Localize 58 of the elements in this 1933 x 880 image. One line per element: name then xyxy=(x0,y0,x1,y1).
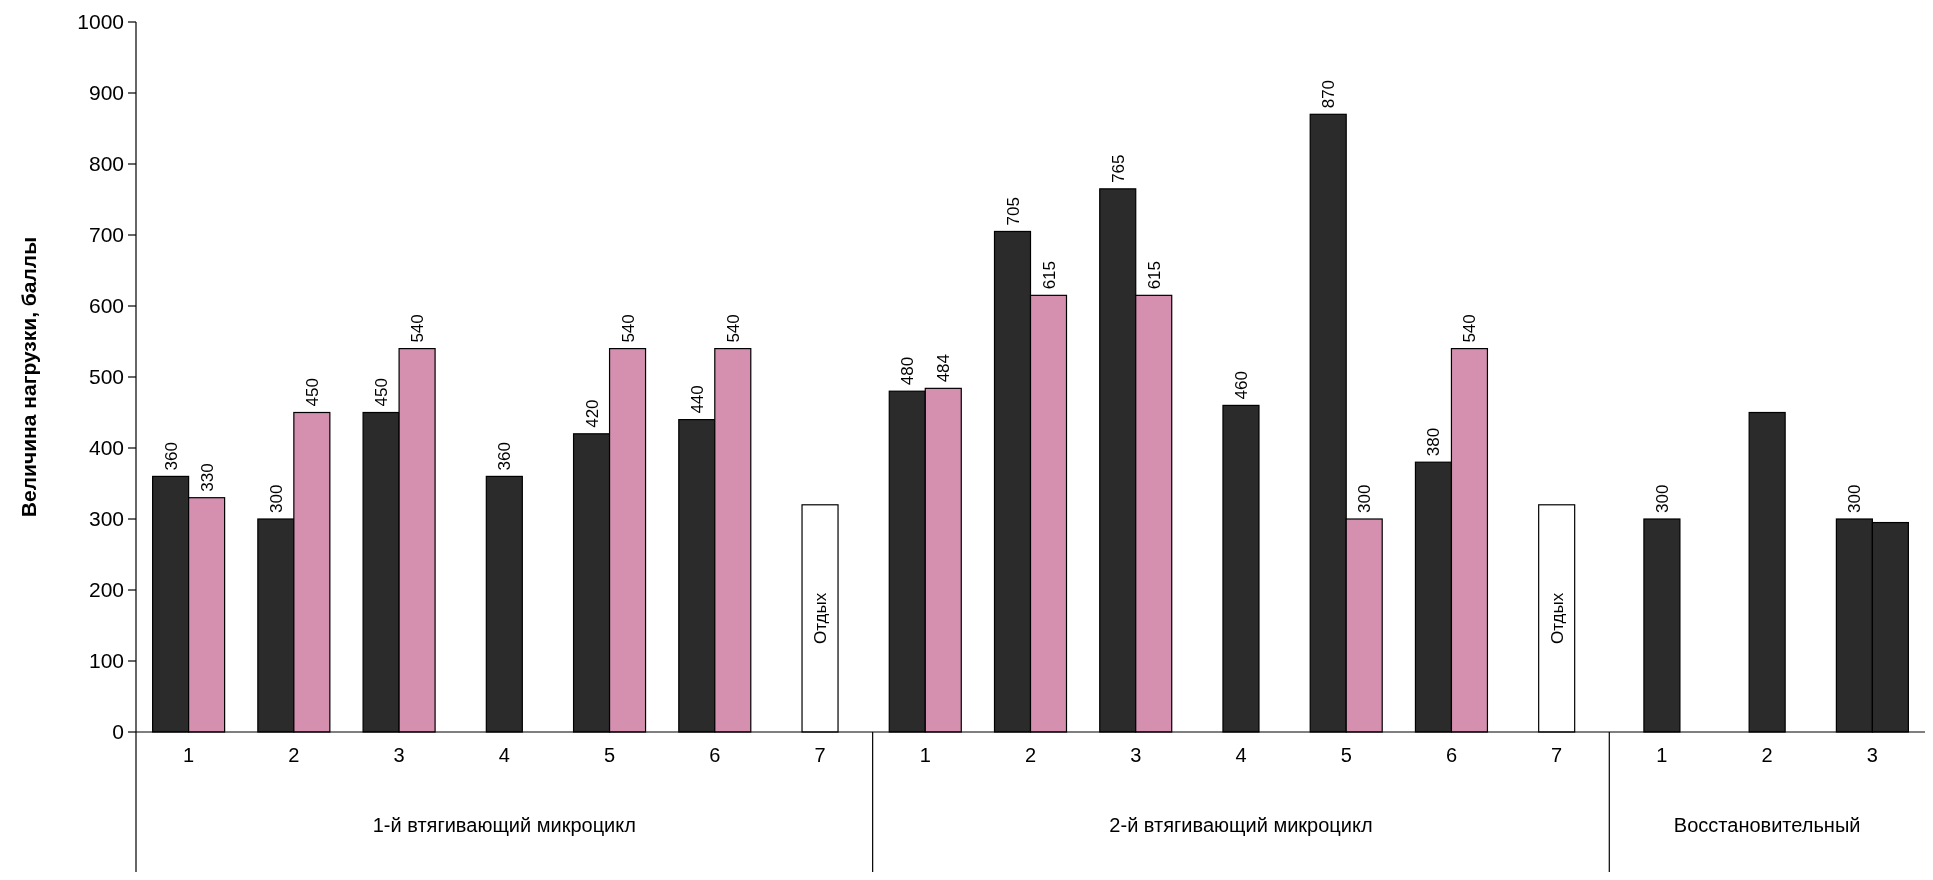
text: 2-й втягивающий микроцикл xyxy=(1109,814,1373,836)
y-tick-label: 400 xyxy=(88,436,124,460)
data-label: 615 xyxy=(1039,260,1059,290)
data-label: 705 xyxy=(1003,197,1023,226)
data-label: 420 xyxy=(582,399,602,428)
x-tick-label: 2 xyxy=(288,744,300,766)
data-label: 300 xyxy=(1845,484,1865,513)
x-tick-label: 1 xyxy=(919,744,931,766)
data-label: 870 xyxy=(1319,79,1339,109)
data-label: 450 xyxy=(302,378,322,407)
y-tick-label: 900 xyxy=(88,81,124,105)
data-label: 440 xyxy=(687,385,707,414)
data-label: 540 xyxy=(408,314,428,343)
x-tick-label: 4 xyxy=(498,744,510,766)
data-label: Отдых xyxy=(1547,592,1567,644)
y-tick-label: 700 xyxy=(88,223,124,247)
x-tick-label: 1 xyxy=(183,744,195,766)
text: Восстановительный xyxy=(1673,814,1861,836)
data-label: 540 xyxy=(618,314,638,343)
data-label: 450 xyxy=(372,378,392,407)
y-tick-label: 300 xyxy=(88,507,124,531)
x-tick-label: 3 xyxy=(1866,744,1878,766)
y-tick-label: 200 xyxy=(88,578,124,602)
x-tick-label: 7 xyxy=(814,744,826,766)
x-tick-label: 3 xyxy=(393,744,405,766)
x-tick-label: 6 xyxy=(709,744,721,766)
x-tick-label: 7 xyxy=(1551,744,1563,766)
y-tick-label: 500 xyxy=(88,365,124,389)
data-label: 330 xyxy=(197,463,217,492)
x-tick-label: 2 xyxy=(1024,744,1037,766)
x-tick-label: 6 xyxy=(1445,744,1457,766)
y-tick-label: 0 xyxy=(112,720,124,744)
data-label: 540 xyxy=(1460,314,1480,343)
data-label: 300 xyxy=(1652,484,1672,513)
y-tick-label: 800 xyxy=(88,152,124,176)
y-axis-title: Величина нагрузки, баллы xyxy=(17,236,40,518)
data-label: Отдых xyxy=(811,592,831,644)
x-tick-label: 1 xyxy=(1656,744,1668,766)
x-tick-label: 2 xyxy=(1761,744,1773,766)
data-label: 460 xyxy=(1231,371,1251,400)
data-label: 484 xyxy=(934,353,954,383)
x-tick-label: 4 xyxy=(1235,744,1247,766)
x-tick-label: 5 xyxy=(1340,744,1352,766)
data-label: 615 xyxy=(1144,260,1164,290)
x-tick-label: 3 xyxy=(1130,744,1142,766)
data-label: 300 xyxy=(266,484,286,513)
data-label: 380 xyxy=(1424,427,1444,457)
data-label: 360 xyxy=(495,442,515,471)
data-label: 540 xyxy=(723,314,743,343)
data-label: 765 xyxy=(1108,154,1128,183)
data-label: 360 xyxy=(161,442,181,471)
x-tick-label: 5 xyxy=(604,744,616,766)
text: 1-й втягивающий микроцикл xyxy=(372,814,636,836)
y-tick-label: 600 xyxy=(88,294,124,318)
data-label: 480 xyxy=(898,356,918,386)
data-label: 300 xyxy=(1355,484,1375,513)
y-tick-label: 1000 xyxy=(77,10,124,34)
y-tick-label: 100 xyxy=(88,649,124,673)
